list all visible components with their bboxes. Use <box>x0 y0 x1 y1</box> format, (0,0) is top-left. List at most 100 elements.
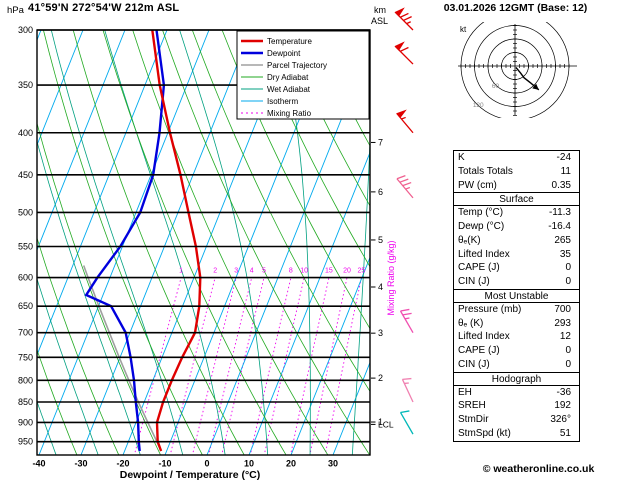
table-row: SREH 192 <box>454 399 579 413</box>
hodograph-chart: 60 120 kt <box>458 11 577 121</box>
wind-barb <box>399 410 414 435</box>
table-row: Lifted Index 35 <box>454 248 579 262</box>
km-tick-label: 3 <box>378 328 383 338</box>
row-label: CIN (J) <box>458 358 490 370</box>
pressure-tick-label: 600 <box>18 273 33 283</box>
pressure-tick-label: 450 <box>18 170 33 180</box>
pressure-tick-label: 500 <box>18 207 33 217</box>
km-tick-label: 1 <box>378 417 383 427</box>
temp-tick-label: -20 <box>116 459 129 469</box>
pressure-tick-label: 650 <box>18 301 33 311</box>
row-value: 0 <box>565 358 571 370</box>
isotherm-line <box>80 30 252 455</box>
pressure-tick-label: 350 <box>18 80 33 90</box>
station-title: 41°59'N 272°54'W 212m ASL <box>28 2 180 14</box>
row-label: Totals Totals <box>458 165 513 177</box>
footer-credit: © weatheronline.co.uk <box>482 463 595 475</box>
mixing-ratio-value-label: 15 <box>325 268 333 275</box>
wet-adiabat-line <box>0 30 16 460</box>
row-label: Dewp (°C) <box>458 220 505 232</box>
table-row: K -24 <box>454 151 579 165</box>
wet-adiabat-line <box>37 277 99 455</box>
table-row: Totals Totals 11 <box>454 165 579 179</box>
km-tick-label: 4 <box>378 282 383 292</box>
datetime-title: 03.01.2026 12GMT (Base: 12) <box>443 2 588 14</box>
legend-item-label: Isotherm <box>267 97 298 106</box>
section-title: Surface <box>499 194 534 206</box>
dry-adiabat-line <box>37 348 78 455</box>
mixing-ratio-line <box>324 277 362 455</box>
pressure-tick-label: 400 <box>18 128 33 138</box>
row-label: SREH <box>458 400 486 412</box>
row-value: 293 <box>554 317 571 329</box>
mixing-ratio-value-label: 8 <box>289 268 293 275</box>
row-value: -36 <box>556 386 571 398</box>
temperature-curve <box>151 30 202 452</box>
table-row: StmDir 326° <box>454 413 579 427</box>
table-row: θₑ (K) 293 <box>454 317 579 331</box>
temp-tick-label: 10 <box>244 459 254 469</box>
skewt-background-lines <box>0 30 445 460</box>
skewt-axes: 1 2 3 4 5 8 10 15 20 2530035040045050055060065070… <box>18 7 414 469</box>
table-row: Lifted Index 12 <box>454 330 579 344</box>
hodo-ring <box>501 52 529 80</box>
pressure-unit-label: hPa <box>7 5 25 16</box>
hodo-ring <box>474 25 556 107</box>
row-value: 700 <box>554 303 571 315</box>
legend-item-label: Mixing Ratio <box>267 109 312 118</box>
legend-item-label: Dry Adiabat <box>267 73 309 82</box>
row-label: Lifted Index <box>458 331 510 343</box>
mixing-ratio-line <box>290 277 330 455</box>
table-row: CAPE (J) 0 <box>454 344 579 358</box>
row-value: 51 <box>559 427 571 439</box>
table-row: Dewp (°C) -16.4 <box>454 220 579 234</box>
row-value: 35 <box>559 248 571 260</box>
row-value: -11.3 <box>548 207 571 219</box>
row-label: Lifted Index <box>458 248 510 260</box>
km-tick-label: 5 <box>378 235 383 245</box>
dry-adiabat-line <box>37 121 161 455</box>
row-label: StmSpd (kt) <box>458 427 511 439</box>
temp-tick-label: -40 <box>32 459 45 469</box>
table-row: CIN (J) 0 <box>454 275 579 289</box>
wind-barb <box>394 41 414 65</box>
dry-adiabat-line <box>251 30 370 268</box>
pressure-tick-label: 850 <box>18 397 33 407</box>
row-label: CIN (J) <box>458 276 490 288</box>
dry-adiabat-line <box>371 30 445 460</box>
table-row: StmSpd (kt) 51 <box>454 427 579 441</box>
wind-barb <box>396 109 414 134</box>
pressure-tick-label: 550 <box>18 242 33 252</box>
mixing-ratio-line <box>191 277 237 455</box>
row-label: EH <box>458 386 472 398</box>
row-value: 0 <box>565 345 571 357</box>
section-title: Most Unstable <box>484 290 549 302</box>
legend-item-label: Dewpoint <box>267 49 301 58</box>
km-tick-label: 2 <box>378 373 383 383</box>
hodo-unit-label: kt <box>460 25 467 34</box>
wet-adiabat-line <box>394 30 440 460</box>
mixing-ratio-line <box>309 277 348 455</box>
row-value: -16.4 <box>548 220 571 232</box>
mixing-ratio-value-label: 20 <box>343 268 351 275</box>
asl-unit-label: ASL <box>371 16 388 26</box>
mixing-ratio-axis-label: Mixing Ratio (g/kg) <box>386 240 396 315</box>
km-unit-label: km <box>374 5 386 15</box>
x-axis-label: Dewpoint / Temperature (°C) <box>119 469 261 481</box>
temp-tick-label: -10 <box>158 459 171 469</box>
mixing-ratio-value-label: 4 <box>250 268 254 275</box>
row-label: StmDir <box>458 414 489 426</box>
hodograph-panel: 60 120 kt <box>455 11 580 121</box>
hodo-trace <box>515 66 540 91</box>
row-value: 12 <box>559 331 571 343</box>
pressure-tick-label: 950 <box>18 437 33 447</box>
row-value: -24 <box>556 152 571 163</box>
row-label: θₑ (K) <box>458 317 484 329</box>
wet-adiabat-line <box>37 400 57 455</box>
skewt-panel: 1 2 3 4 5 8 10 15 20 2530035040045050055060065070… <box>0 5 445 469</box>
temp-tick-label: 0 <box>204 459 209 469</box>
section-title: Hodograph <box>491 373 542 385</box>
row-value: 11 <box>560 165 571 177</box>
table-row: θₑ(K) 265 <box>454 234 579 248</box>
